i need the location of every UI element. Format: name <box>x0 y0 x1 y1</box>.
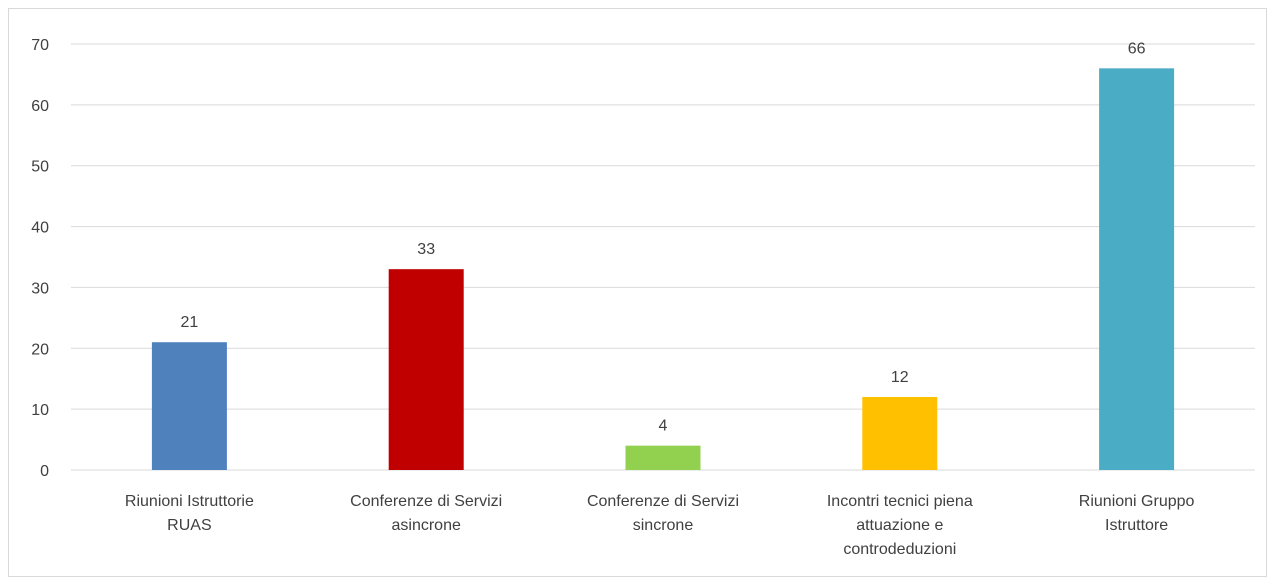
bar-chart: 0 10 20 30 40 50 60 70 21 33 4 12 66 Riunioni Istru… <box>31 37 1255 558</box>
chart-frame: 0 10 20 30 40 50 60 70 21 33 4 12 66 Riunioni Istru… <box>8 8 1267 577</box>
bars <box>151 68 1175 470</box>
y-tick-label: 20 <box>31 341 49 358</box>
x-tick-label: Conferenze di Servizi sincrone <box>587 493 739 534</box>
x-tick-label: Riunioni Gruppo Istruttore <box>1079 493 1195 534</box>
y-tick-label: 30 <box>31 280 49 297</box>
x-tick-label: Riunioni Istruttorie RUAS <box>125 493 254 534</box>
y-tick-label: 50 <box>31 159 49 176</box>
data-label: 12 <box>891 369 909 386</box>
data-labels: 21 33 4 12 66 <box>181 40 1146 434</box>
data-label: 33 <box>417 241 435 258</box>
data-label: 66 <box>1128 40 1146 57</box>
bar <box>388 269 464 470</box>
data-label: 4 <box>659 418 668 435</box>
x-tick-label: Incontri tecnici piena attuazione e contro… <box>827 493 973 558</box>
bar <box>151 342 227 470</box>
y-axis-tick-labels: 0 10 20 30 40 50 60 70 <box>31 37 49 480</box>
bar <box>862 396 938 470</box>
y-tick-label: 70 <box>31 37 49 54</box>
y-tick-label: 0 <box>40 463 49 480</box>
y-tick-label: 10 <box>31 402 49 419</box>
x-tick-label: Conferenze di Servizi asincrone <box>350 493 502 534</box>
y-tick-label: 40 <box>31 220 49 237</box>
x-axis-tick-labels: Riunioni Istruttorie RUAS Conferenze di Se… <box>125 493 1195 558</box>
y-tick-label: 60 <box>31 98 49 115</box>
gridlines <box>71 43 1255 471</box>
bar <box>625 445 701 470</box>
bar <box>1099 68 1175 470</box>
data-label: 21 <box>181 314 199 331</box>
